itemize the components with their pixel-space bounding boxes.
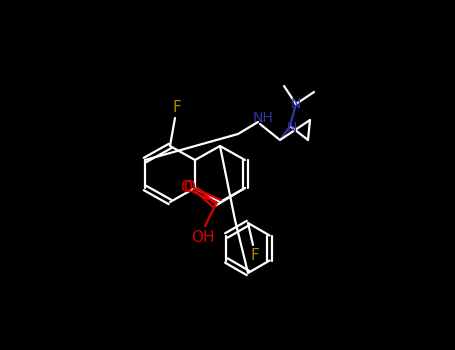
Text: O: O	[180, 181, 192, 196]
Text: F: F	[251, 247, 259, 262]
Text: N: N	[287, 121, 297, 135]
Text: F: F	[172, 100, 182, 116]
Text: N: N	[291, 97, 301, 111]
Text: O: O	[183, 181, 195, 196]
Text: NH: NH	[253, 111, 273, 125]
Text: OH: OH	[191, 230, 215, 245]
